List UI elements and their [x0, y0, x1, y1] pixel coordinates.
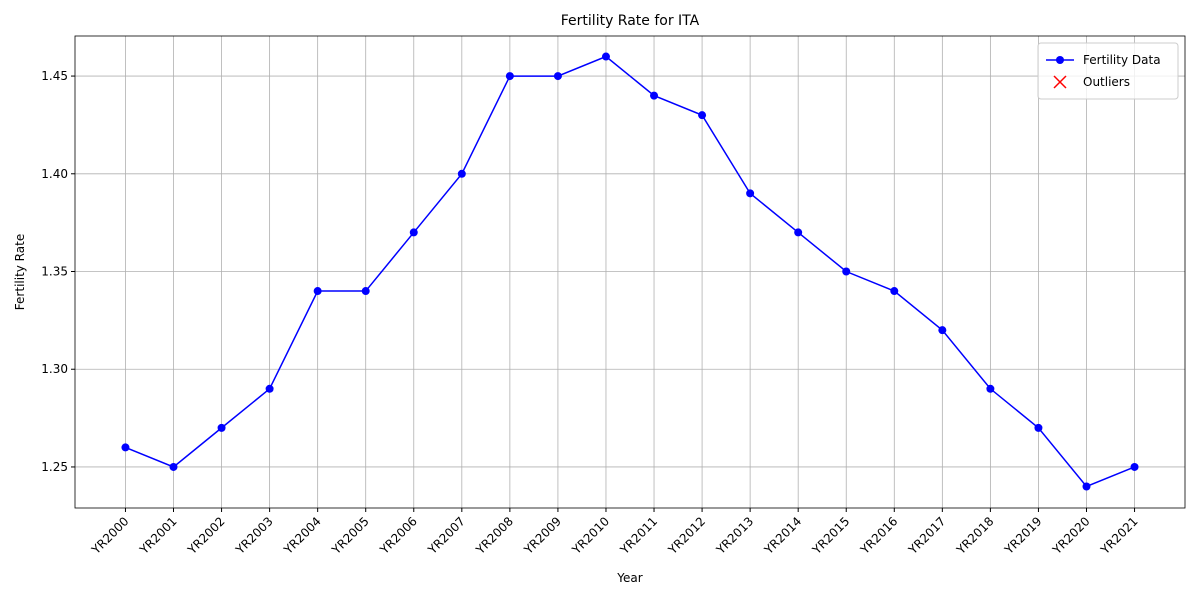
- legend-box: [1037, 42, 1179, 100]
- data-point: [313, 287, 322, 296]
- y-tick-label: 1.30: [41, 362, 68, 376]
- data-point: [1034, 423, 1043, 432]
- x-tick-label: YR2021: [1097, 514, 1140, 557]
- x-tick-label: YR2006: [377, 514, 420, 557]
- x-tick-label: YR2004: [280, 514, 323, 557]
- x-tick-label: YR2010: [569, 514, 612, 557]
- y-tick-label: 1.35: [41, 265, 68, 279]
- data-point: [890, 287, 899, 296]
- x-tick-label: YR2002: [184, 514, 227, 557]
- data-point: [409, 228, 418, 237]
- chart-title: Fertility Rate for ITA: [561, 13, 700, 29]
- data-point: [698, 111, 707, 120]
- legend-marker: [1053, 75, 1067, 89]
- data-line: [125, 55, 1135, 488]
- data-point: [986, 384, 995, 393]
- legend-label: Fertility Data: [1083, 53, 1161, 67]
- data-point: [457, 169, 466, 178]
- data-point: [746, 189, 755, 198]
- x-axis-label: Year: [616, 571, 642, 585]
- data-point: [1082, 482, 1091, 491]
- data-point: [217, 423, 226, 432]
- x-tick-label: YR2013: [713, 514, 756, 557]
- plot-frame: [74, 35, 1186, 509]
- data-point: [553, 72, 562, 81]
- data-point: [265, 384, 274, 393]
- y-axis-label: Fertility Rate: [13, 234, 27, 310]
- x-tick-label: YR2011: [617, 514, 660, 557]
- x-tick-label: YR2018: [953, 514, 996, 557]
- y-tick-label: 1.25: [41, 460, 68, 474]
- x-tick-label: YR2008: [473, 514, 516, 557]
- x-tick-label: YR2015: [809, 514, 852, 557]
- data-point: [121, 443, 130, 452]
- legend-label: Outliers: [1083, 75, 1130, 89]
- data-point: [1130, 462, 1139, 471]
- x-tick-label: YR2014: [761, 514, 804, 557]
- data-point: [938, 326, 947, 335]
- y-tick-label: 1.45: [41, 69, 68, 83]
- data-point: [842, 267, 851, 276]
- x-tick-label: YR2007: [425, 514, 468, 557]
- x-tick-label: YR2009: [521, 514, 564, 557]
- x-tick-label: YR2020: [1049, 514, 1092, 557]
- data-point: [794, 228, 803, 237]
- x-tick-label: YR2001: [136, 514, 179, 557]
- data-point: [361, 287, 370, 296]
- x-tick-label: YR2000: [88, 514, 131, 557]
- x-tick-label: YR2012: [665, 514, 708, 557]
- data-point: [601, 52, 610, 61]
- y-tick-label: 1.40: [41, 167, 68, 181]
- data-point: [169, 462, 178, 471]
- x-tick-label: YR2005: [329, 514, 372, 557]
- x-tick-label: YR2017: [905, 514, 948, 557]
- data-point: [650, 91, 659, 100]
- x-tick-label: YR2003: [232, 514, 275, 557]
- data-point: [505, 72, 514, 81]
- legend-marker: [1056, 56, 1064, 64]
- x-tick-label: YR2016: [857, 514, 900, 557]
- x-tick-label: YR2019: [1001, 514, 1044, 557]
